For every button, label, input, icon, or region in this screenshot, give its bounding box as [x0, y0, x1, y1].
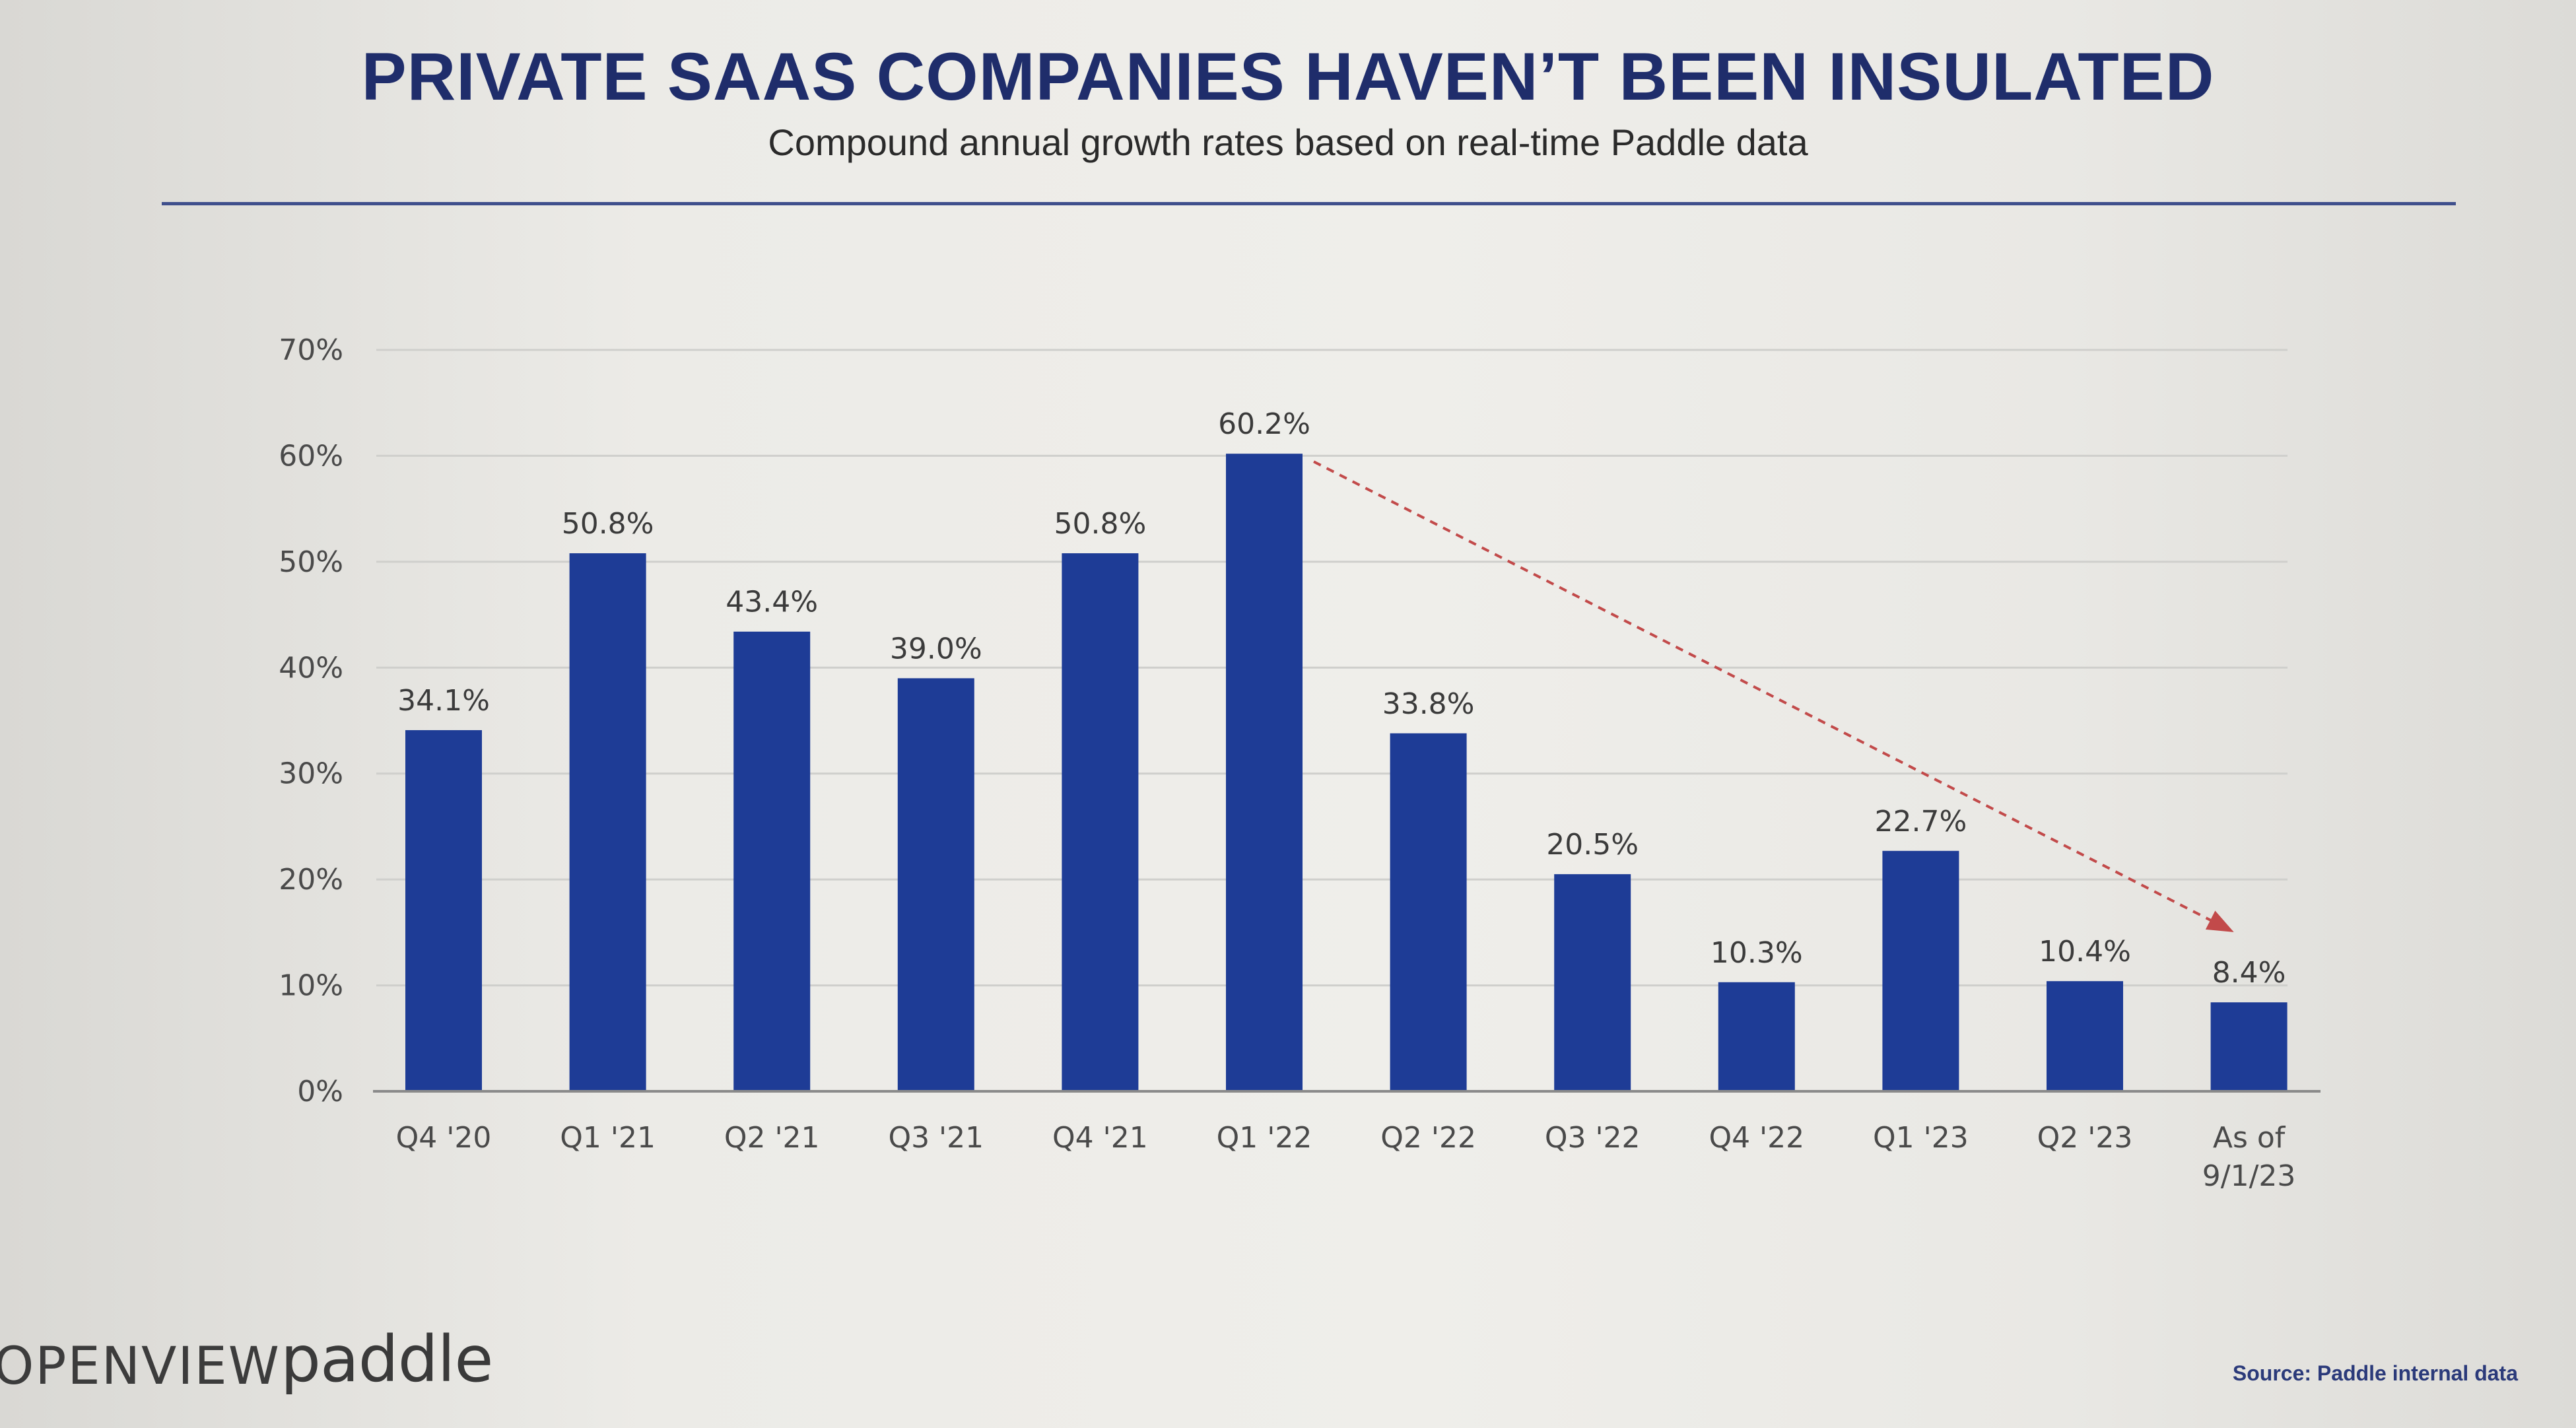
paddle-logo: paddle — [281, 1322, 493, 1396]
data-label: 20.5% — [1546, 828, 1639, 862]
bar — [1390, 733, 1467, 1091]
bar — [2047, 981, 2123, 1091]
bar — [1718, 982, 1795, 1091]
slide-subtitle: Compound annual growth rates based on re… — [768, 121, 1808, 163]
x-tick-label: Q1 '23 — [1873, 1121, 1969, 1155]
bar — [405, 730, 482, 1091]
data-label: 10.3% — [1711, 936, 1803, 970]
x-tick-label: Q1 '21 — [560, 1121, 656, 1155]
data-label: 33.8% — [1382, 687, 1475, 721]
data-label: 8.4% — [2212, 956, 2286, 990]
slide-title: PRIVATE SAAS COMPANIES HAVEN’T BEEN INSU… — [361, 39, 2215, 114]
data-label: 39.0% — [890, 632, 982, 665]
bar — [1226, 454, 1303, 1091]
data-label: 22.7% — [1875, 805, 1967, 838]
data-label: 60.2% — [1218, 407, 1310, 441]
source-note: Source: Paddle internal data — [2232, 1361, 2518, 1385]
title-divider — [162, 202, 2456, 205]
x-tick-label: 9/1/23 — [2202, 1159, 2296, 1193]
annotations — [1313, 460, 2234, 932]
y-tick-label: 70% — [279, 333, 343, 367]
y-tick-label: 0% — [297, 1075, 343, 1108]
y-tick-label: 30% — [279, 757, 343, 791]
bar — [897, 678, 974, 1091]
bar — [733, 631, 811, 1091]
openview-logo: OPENVIEW — [0, 1337, 281, 1396]
x-tick-label: Q2 '23 — [2037, 1121, 2133, 1155]
bars — [405, 454, 2288, 1091]
x-tick-label: Q1 '22 — [1217, 1121, 1312, 1155]
bar — [1554, 874, 1631, 1091]
gridlines — [376, 349, 2288, 987]
y-tick-label: 60% — [279, 439, 343, 473]
data-label: 34.1% — [397, 684, 490, 718]
y-tick-label: 50% — [279, 545, 343, 579]
x-tick-label: As of — [2213, 1121, 2286, 1155]
data-label: 50.8% — [1054, 507, 1147, 541]
x-tick-label: Q4 '20 — [396, 1121, 492, 1155]
data-label: 50.8% — [562, 507, 654, 541]
bar — [1062, 553, 1139, 1091]
bar — [2210, 1002, 2288, 1091]
data-label: 43.4% — [726, 586, 818, 619]
x-tick-label: Q3 '22 — [1545, 1121, 1641, 1155]
x-tick-label: Q2 '21 — [724, 1121, 820, 1155]
y-axis-ticks: 0% 10% 20% 30% 40% 50% 60% 70% — [279, 333, 343, 1108]
x-axis-ticks: Q4 '20 Q1 '21 Q2 '21 Q3 '21 Q4 '21 Q1 '22 Q2 '… — [396, 1121, 2296, 1193]
x-tick-label: Q2 '22 — [1380, 1121, 1476, 1155]
x-tick-label: Q3 '21 — [888, 1121, 984, 1155]
trend-arrow — [1313, 460, 2234, 932]
x-tick-label: Q4 '21 — [1052, 1121, 1148, 1155]
y-tick-label: 10% — [279, 969, 343, 1003]
bar — [569, 553, 646, 1091]
data-label: 10.4% — [2039, 935, 2131, 969]
data-labels: 34.1% 50.8% 43.4% 39.0% 50.8% 60.2% 33.8% 20.5%… — [397, 407, 2286, 990]
y-tick-label: 40% — [279, 651, 343, 685]
bar — [1882, 850, 1959, 1091]
y-tick-label: 20% — [279, 863, 343, 897]
x-tick-label: Q4 '22 — [1709, 1121, 1804, 1155]
